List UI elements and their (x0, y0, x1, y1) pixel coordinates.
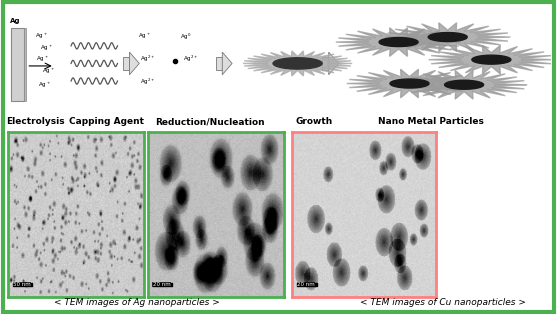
Polygon shape (243, 51, 352, 76)
Polygon shape (390, 79, 429, 88)
Text: Reduction/Nucleation: Reduction/Nucleation (155, 117, 265, 126)
Text: Ag$^+$: Ag$^+$ (40, 43, 53, 53)
Polygon shape (336, 28, 461, 57)
Text: 20 nm: 20 nm (153, 282, 170, 287)
Text: Ag$^{2+}$: Ag$^{2+}$ (140, 54, 155, 64)
Polygon shape (222, 52, 232, 75)
Text: Ag$^{2+}$: Ag$^{2+}$ (140, 76, 155, 87)
Polygon shape (329, 52, 339, 75)
Polygon shape (472, 55, 511, 64)
Bar (24, 28, 26, 101)
Text: Ag$^0$: Ag$^0$ (180, 31, 192, 41)
Bar (11, 28, 24, 101)
Polygon shape (379, 38, 418, 46)
Polygon shape (428, 33, 467, 41)
Text: Ag$^+$: Ag$^+$ (138, 31, 151, 41)
Text: < TEM images of Cu nanoparticles >: < TEM images of Cu nanoparticles > (360, 298, 526, 307)
Text: Nano Metal Particles: Nano Metal Particles (378, 117, 484, 126)
Text: < TEM images of Ag nanoparticles >: < TEM images of Ag nanoparticles > (53, 298, 219, 307)
Text: Ag$^{2+}$: Ag$^{2+}$ (183, 54, 199, 64)
Text: Growth: Growth (295, 117, 333, 126)
Bar (123, 57, 129, 70)
Polygon shape (428, 45, 554, 74)
Text: 20 nm: 20 nm (297, 282, 315, 287)
Text: Capping Agent: Capping Agent (69, 117, 144, 126)
Polygon shape (444, 80, 483, 89)
Polygon shape (401, 70, 527, 99)
Text: Ag$^+$: Ag$^+$ (35, 31, 47, 41)
Polygon shape (346, 69, 472, 98)
Text: Ag$^+$: Ag$^+$ (38, 80, 51, 90)
Text: Electrolysis: Electrolysis (6, 117, 65, 126)
Text: Ag: Ag (10, 19, 21, 24)
Text: Ag$^+$: Ag$^+$ (42, 67, 55, 77)
Polygon shape (385, 23, 510, 51)
Polygon shape (273, 58, 322, 69)
Polygon shape (129, 52, 139, 75)
Text: 50 nm: 50 nm (13, 282, 31, 287)
Bar (216, 57, 222, 70)
Bar (322, 57, 329, 70)
Text: Ag$^+$: Ag$^+$ (36, 54, 49, 64)
